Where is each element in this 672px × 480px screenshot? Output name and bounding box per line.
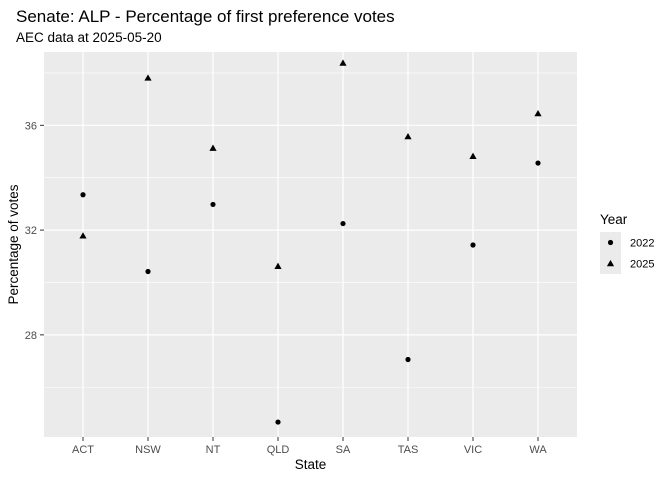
x-tick-label: NT xyxy=(206,444,221,456)
data-point-2025 xyxy=(404,132,412,140)
x-tick-label: QLD xyxy=(267,444,290,456)
x-tick-label: VIC xyxy=(464,444,482,456)
data-point-2025 xyxy=(209,144,217,151)
legend-title: Year xyxy=(600,212,628,227)
y-axis-title: Percentage of votes xyxy=(6,184,21,304)
data-point-2025 xyxy=(534,109,542,117)
data-point-2022 xyxy=(275,419,281,425)
data-point-2025 xyxy=(79,232,87,239)
points-layer xyxy=(79,59,542,425)
legend-marker-2025 xyxy=(606,259,615,267)
y-tick-label: 36 xyxy=(25,120,37,132)
y-tick-label: 28 xyxy=(25,330,37,342)
x-tick-label: WA xyxy=(529,444,547,456)
data-point-2025 xyxy=(469,152,477,159)
chart-subtitle: AEC data at 2025-05-20 xyxy=(16,30,162,45)
data-point-2025 xyxy=(274,262,282,269)
x-tick-label: TAS xyxy=(398,444,419,456)
plot-panel xyxy=(44,52,577,437)
data-point-2022 xyxy=(340,220,346,227)
legend-label: 2022 xyxy=(630,238,654,250)
legend-marker-2022 xyxy=(607,239,614,246)
x-axis-title: State xyxy=(295,457,327,472)
data-point-2025 xyxy=(144,74,152,81)
data-point-2022 xyxy=(80,192,86,198)
data-point-2022 xyxy=(405,356,411,363)
legend-items: 2022 2025 xyxy=(600,232,654,274)
data-point-2022 xyxy=(145,268,151,275)
legend-label: 2025 xyxy=(630,259,654,271)
data-point-2022 xyxy=(210,201,216,208)
x-tick-label: ACT xyxy=(72,444,94,456)
data-point-2022 xyxy=(470,242,476,248)
data-point-2025 xyxy=(339,59,347,66)
chart-title: Senate: ALP - Percentage of first prefer… xyxy=(16,7,395,26)
data-point-2022 xyxy=(535,160,541,166)
x-tick-label: NSW xyxy=(135,444,161,456)
x-tick-label: SA xyxy=(336,444,351,456)
y-tick-label: 32 xyxy=(25,225,37,237)
legend: Year 2022 2025 xyxy=(600,212,654,274)
ticks-layer: 28 32 36 ACT NSW NT QLD SA TAS VIC WA xyxy=(25,120,548,456)
